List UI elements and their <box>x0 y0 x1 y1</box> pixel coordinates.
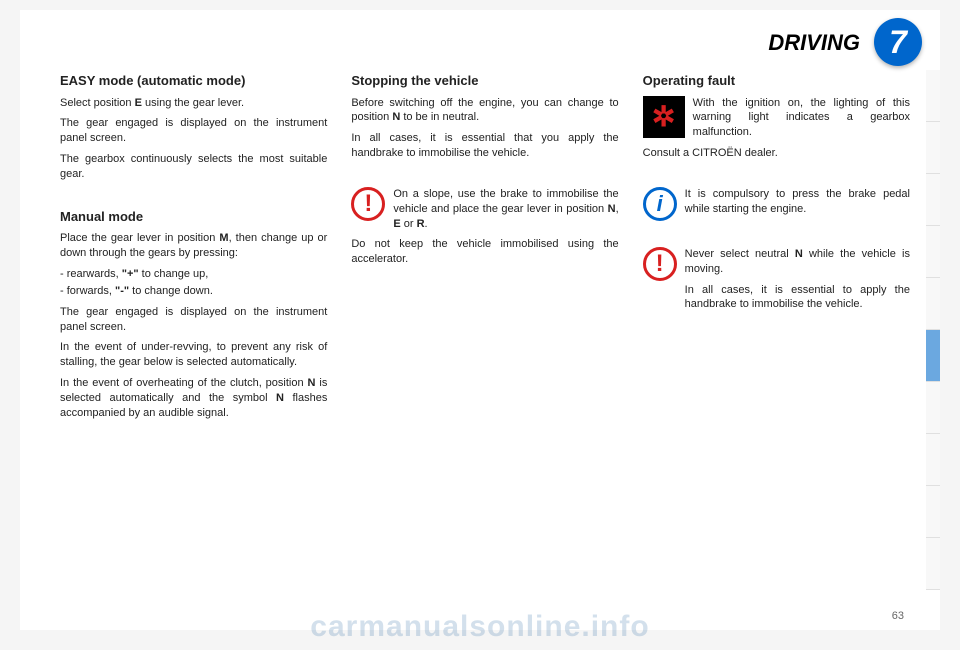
slope-text: On a slope, use the brake to immobilise … <box>393 187 618 232</box>
page-number: 63 <box>892 610 904 622</box>
warning-icon: ! <box>643 247 677 281</box>
slope-after: Do not keep the vehicle immobilised usin… <box>351 237 618 267</box>
fault-heading: Operating fault <box>643 72 910 90</box>
fault-text: With the ignition on, the lighting of th… <box>693 96 910 141</box>
info-block: i It is compulsory to press the brake pe… <box>643 187 910 221</box>
gear-icon: ✲ <box>643 96 685 138</box>
stop-p1: Before switching off the engine, you can… <box>351 96 618 126</box>
slope-warning: ! On a slope, use the brake to immobilis… <box>351 187 618 232</box>
easy-p3: The gearbox continuously selects the mos… <box>60 152 327 182</box>
tab <box>926 434 940 486</box>
easy-p1: Select position E using the gear lever. <box>60 96 327 111</box>
tab <box>926 226 940 278</box>
manual-page: DRIVING 7 EASY mode (automatic mode) Sel… <box>20 10 940 630</box>
column-2: Stopping the vehicle Before switching of… <box>351 72 618 592</box>
manual-p4: In the event of overheating of the clutc… <box>60 376 327 421</box>
manual-list: rearwards, "+" to change up, forwards, "… <box>60 267 327 299</box>
info-text: It is compulsory to press the brake peda… <box>685 187 910 217</box>
tab <box>926 486 940 538</box>
tab <box>926 70 940 122</box>
column-3: Operating fault ✲ With the ignition on, … <box>643 72 910 592</box>
info-icon: i <box>643 187 677 221</box>
tab <box>926 538 940 590</box>
list-item: forwards, "-" to change down. <box>60 284 327 299</box>
manual-p2: The gear engaged is displayed on the ins… <box>60 305 327 335</box>
warning-icon: ! <box>351 187 385 221</box>
content-columns: EASY mode (automatic mode) Select positi… <box>60 72 910 592</box>
column-1: EASY mode (automatic mode) Select positi… <box>60 72 327 592</box>
tab <box>926 174 940 226</box>
neutral-warning: ! Never select neutral N while the vehic… <box>643 247 910 318</box>
stopping-heading: Stopping the vehicle <box>351 72 618 90</box>
easy-p2: The gear engaged is displayed on the ins… <box>60 116 327 146</box>
easy-mode-heading: EASY mode (automatic mode) <box>60 72 327 90</box>
tab <box>926 122 940 174</box>
consult-dealer: Consult a CITROËN dealer. <box>643 146 910 161</box>
chapter-badge: 7 <box>874 18 922 66</box>
tab-active <box>926 330 940 382</box>
manual-p3: In the event of under-revving, to preven… <box>60 340 327 370</box>
tab <box>926 278 940 330</box>
tab <box>926 382 940 434</box>
neutral-warn-text: Never select neutral N while the vehicle… <box>685 247 910 318</box>
stop-p2: In all cases, it is essential that you a… <box>351 131 618 161</box>
side-tabs <box>926 70 940 590</box>
manual-p1: Place the gear lever in position M, then… <box>60 231 327 261</box>
page-title: DRIVING <box>768 30 860 56</box>
list-item: rearwards, "+" to change up, <box>60 267 327 282</box>
manual-mode-heading: Manual mode <box>60 208 327 226</box>
fault-block: ✲ With the ignition on, the lighting of … <box>643 96 910 141</box>
